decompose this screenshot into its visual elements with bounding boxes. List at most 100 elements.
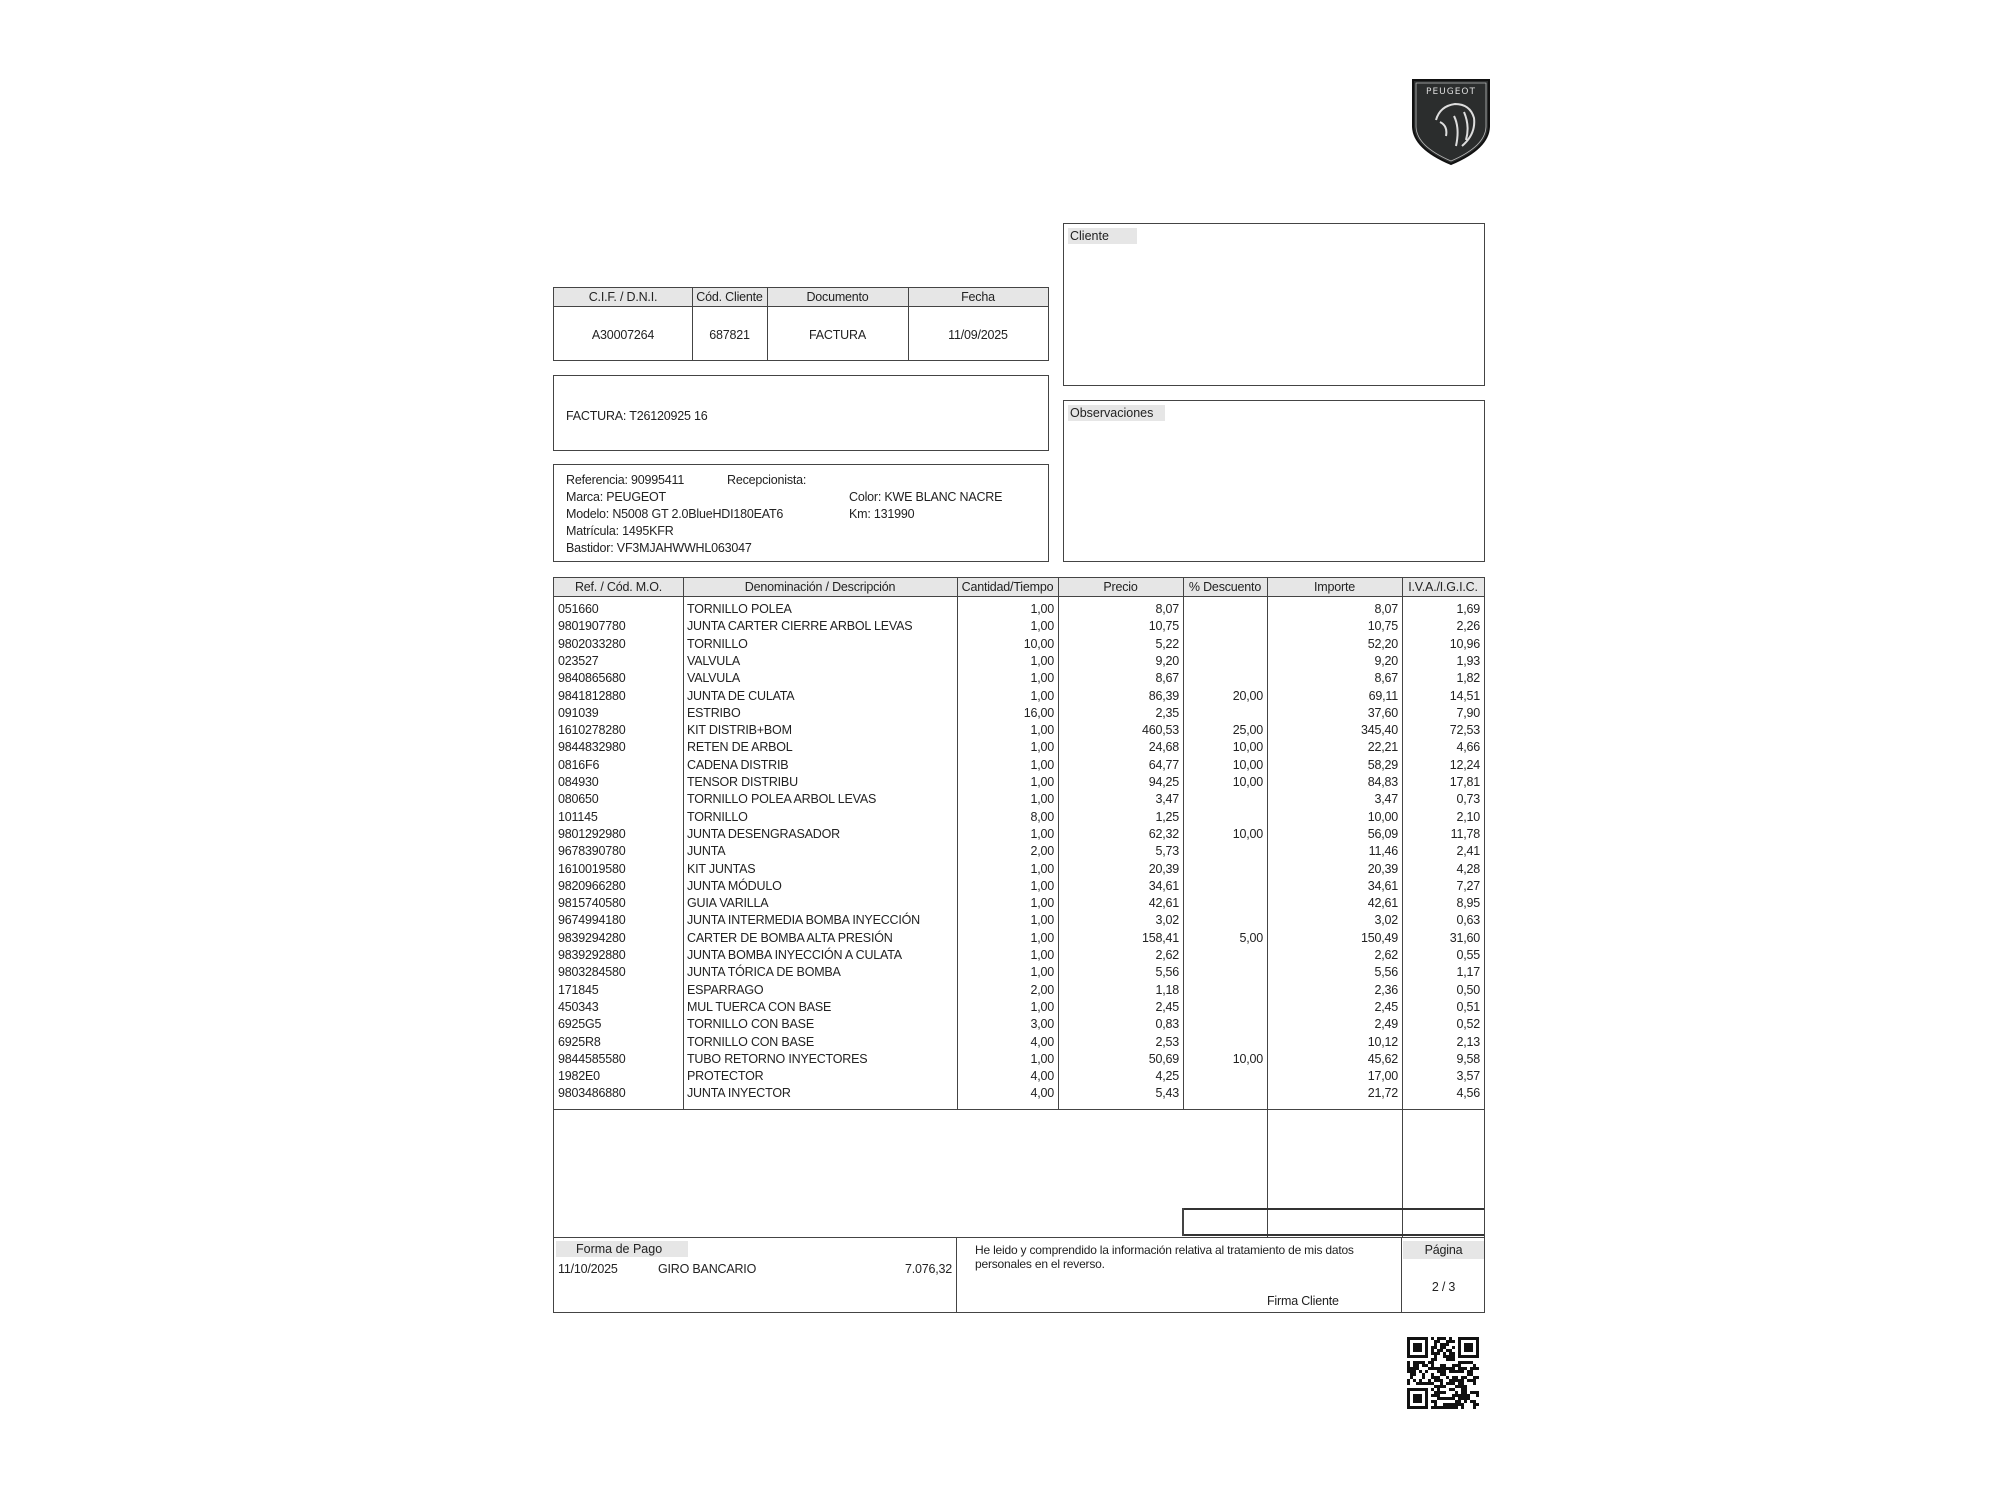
cell-cantidad: 1,00 bbox=[1030, 723, 1054, 738]
cell-descuento: 25,00 bbox=[1232, 723, 1263, 738]
table-row: 023527 VALVULA 1,00 9,20 9,20 1,93 bbox=[554, 654, 1484, 671]
cell-precio: 42,61 bbox=[1148, 896, 1179, 911]
cell-precio: 5,43 bbox=[1155, 1086, 1179, 1101]
cell-ref: 9801292980 bbox=[558, 826, 626, 841]
table-row: 0816F6 CADENA DISTRIB 1,00 64,77 10,00 58,29 1… bbox=[554, 758, 1484, 775]
cell-precio: 24,68 bbox=[1148, 740, 1179, 755]
cell-precio: 50,69 bbox=[1148, 1051, 1179, 1066]
table-row: 9803486880 JUNTA INYECTOR 4,00 5,43 21,72 4,5… bbox=[554, 1086, 1484, 1103]
cell-descripcion: TORNILLO POLEA bbox=[687, 602, 792, 616]
cell-cantidad: 1,00 bbox=[1030, 965, 1054, 980]
cell-descripcion: JUNTA INTERMEDIA BOMBA INYECCIÓN bbox=[687, 913, 920, 928]
cod-cliente-value: 687821 bbox=[709, 328, 750, 342]
cell-cantidad: 1,00 bbox=[1030, 1051, 1054, 1066]
column-header-cantidad: Cantidad/Tiempo bbox=[961, 580, 1054, 594]
cell-iva: 0,50 bbox=[1456, 982, 1480, 997]
factura-box: FACTURA: T26120925 16 bbox=[553, 375, 1049, 451]
cell-descuento: 10,00 bbox=[1232, 1051, 1263, 1066]
fecha-value: 11/09/2025 bbox=[948, 328, 1008, 342]
cell-importe: 5,56 bbox=[1374, 965, 1398, 980]
cell-descuento: 10,00 bbox=[1232, 775, 1263, 789]
column-header-ref: Ref. / Cód. M.O. bbox=[574, 580, 663, 594]
bastidor: Bastidor: VF3MJAHWWHL063047 bbox=[566, 541, 752, 555]
header-fecha: Fecha bbox=[961, 290, 995, 304]
cell-importe: 9,20 bbox=[1374, 653, 1398, 668]
table-row: 9820966280 JUNTA MÓDULO 1,00 34,61 34,61 7,27 bbox=[554, 879, 1484, 896]
cell-cantidad: 1,00 bbox=[1030, 619, 1054, 634]
cell-cantidad: 4,00 bbox=[1030, 1034, 1054, 1049]
cell-iva: 11,78 bbox=[1450, 826, 1481, 841]
cell-iva: 8,95 bbox=[1456, 896, 1480, 911]
cell-iva: 0,55 bbox=[1456, 948, 1480, 962]
cell-descripcion: CADENA DISTRIB bbox=[687, 757, 789, 772]
cell-cantidad: 1,00 bbox=[1030, 775, 1054, 789]
cell-descripcion: TORNILLO POLEA ARBOL LEVAS bbox=[687, 792, 877, 807]
cell-iva: 1,69 bbox=[1456, 602, 1480, 616]
cell-iva: 0,73 bbox=[1456, 792, 1480, 807]
table-row: 080650 TORNILLO POLEA ARBOL LEVAS 1,00 3,47… bbox=[554, 792, 1484, 809]
factura-number: FACTURA: T26120925 16 bbox=[566, 409, 708, 423]
cell-cantidad: 1,00 bbox=[1030, 740, 1054, 755]
cell-importe: 52,20 bbox=[1367, 636, 1398, 651]
cell-precio: 5,73 bbox=[1155, 844, 1179, 859]
cell-precio: 20,39 bbox=[1148, 861, 1179, 876]
cell-ref: 023527 bbox=[558, 653, 599, 668]
cell-iva: 4,66 bbox=[1456, 740, 1480, 755]
table-row: 9801292980 JUNTA DESENGRASADOR 1,00 62,32 10… bbox=[554, 827, 1484, 844]
cell-cantidad: 1,00 bbox=[1030, 757, 1054, 772]
cell-descuento: 10,00 bbox=[1232, 740, 1263, 755]
cell-ref: 9820966280 bbox=[558, 878, 626, 893]
column-header-iva: I.V.A./I.G.I.C. bbox=[1408, 580, 1478, 594]
pago-metodo: GIRO BANCARIO bbox=[658, 1262, 757, 1276]
cell-descripcion: JUNTA CARTER CIERRE ARBOL LEVAS bbox=[687, 619, 913, 634]
referencia: Referencia: 90995411 bbox=[566, 473, 685, 487]
cell-descripcion: TENSOR DISTRIBU bbox=[687, 775, 798, 789]
cell-importe: 10,12 bbox=[1367, 1034, 1398, 1049]
pagina-value: 2 / 3 bbox=[1431, 1280, 1456, 1294]
cell-precio: 2,45 bbox=[1155, 999, 1179, 1014]
cell-descripcion: VALVULA bbox=[687, 653, 741, 668]
table-row: 9674994180 JUNTA INTERMEDIA BOMBA INYECCI… bbox=[554, 913, 1484, 930]
table-row: 084930 TENSOR DISTRIBU 1,00 94,25 10,00 84,83… bbox=[554, 775, 1484, 792]
cell-importe: 20,39 bbox=[1367, 861, 1398, 876]
cell-cantidad: 1,00 bbox=[1030, 896, 1054, 911]
marca: Marca: PEUGEOT bbox=[566, 490, 666, 504]
cell-cantidad: 4,00 bbox=[1030, 1069, 1054, 1084]
cell-descripcion: TORNILLO bbox=[687, 636, 748, 651]
cell-precio: 94,25 bbox=[1148, 775, 1179, 789]
table-row: 1610019580 KIT JUNTAS 1,00 20,39 20,39 4,28 bbox=[554, 862, 1484, 879]
cell-cantidad: 1,00 bbox=[1030, 653, 1054, 668]
table-row: 9844585580 TUBO RETORNO INYECTORES 1,00 50,… bbox=[554, 1052, 1484, 1069]
table-row: 1982E0 PROTECTOR 4,00 4,25 17,00 3,57 bbox=[554, 1069, 1484, 1086]
cell-precio: 2,35 bbox=[1155, 705, 1179, 720]
cell-importe: 3,02 bbox=[1374, 913, 1398, 928]
cell-importe: 56,09 bbox=[1367, 826, 1398, 841]
cell-ref: 0816F6 bbox=[558, 757, 600, 772]
table-row: 450343 MUL TUERCA CON BASE 1,00 2,45 2,45 0,5… bbox=[554, 1000, 1484, 1017]
privacy-text-1: He leido y comprendido la información re… bbox=[975, 1243, 1354, 1257]
cell-cantidad: 16,00 bbox=[1023, 705, 1054, 720]
cell-importe: 345,40 bbox=[1360, 723, 1398, 738]
cell-ref: 9840865680 bbox=[558, 671, 626, 686]
table-row: 9815740580 GUIA VARILLA 1,00 42,61 42,61 8,95 bbox=[554, 896, 1484, 913]
cell-descripcion: ESTRIBO bbox=[687, 705, 741, 720]
cell-descripcion: TORNILLO CON BASE bbox=[687, 1034, 814, 1049]
column-header-precio: Precio bbox=[1103, 580, 1138, 594]
cell-importe: 21,72 bbox=[1367, 1086, 1398, 1101]
cell-iva: 1,82 bbox=[1456, 671, 1480, 686]
cell-precio: 86,39 bbox=[1148, 688, 1179, 703]
cell-iva: 31,60 bbox=[1449, 930, 1480, 945]
cell-descuento: 10,00 bbox=[1232, 826, 1263, 841]
cell-descripcion: ESPARRAGO bbox=[687, 982, 764, 997]
cell-iva: 7,90 bbox=[1456, 705, 1480, 720]
cell-iva: 2,10 bbox=[1456, 809, 1480, 824]
cell-precio: 9,20 bbox=[1155, 653, 1179, 668]
cell-cantidad: 1,00 bbox=[1030, 826, 1054, 841]
cell-ref: 9803284580 bbox=[558, 965, 626, 980]
cell-ref: 9839294280 bbox=[558, 930, 626, 945]
column-header-importe: Importe bbox=[1314, 580, 1355, 594]
cell-importe: 2,45 bbox=[1374, 999, 1398, 1014]
cell-importe: 22,21 bbox=[1367, 740, 1398, 755]
cell-cantidad: 1,00 bbox=[1030, 671, 1054, 686]
cell-precio: 34,61 bbox=[1148, 878, 1179, 893]
